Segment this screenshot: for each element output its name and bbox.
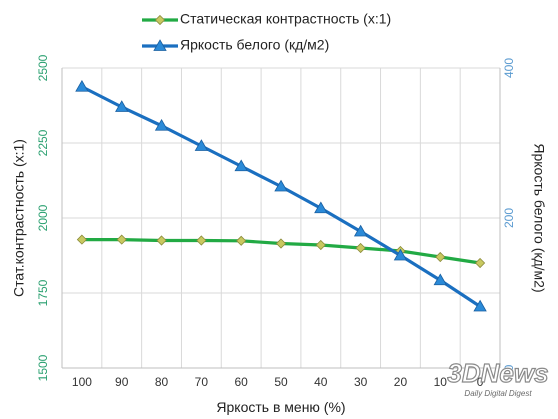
grid: [61, 67, 501, 369]
x-tick-label: 100: [72, 375, 92, 389]
x-tick-label: 30: [354, 375, 368, 389]
legend: Статическая контрастность (x:1) Яркость б…: [142, 11, 391, 53]
data-point-triangle: [194, 139, 209, 151]
data-point-triangle: [154, 118, 169, 131]
y-tick-left-label: 2500: [36, 54, 50, 81]
legend-marker-triangle: [153, 39, 167, 51]
y-tick-left-label: 1500: [36, 354, 50, 381]
x-tick-label: 60: [235, 375, 249, 389]
x-tick-label: 50: [274, 375, 288, 389]
y-tick-right-label: 200: [502, 208, 516, 228]
x-tick-label: 0: [477, 375, 484, 389]
watermark-brand: 3DNews: [447, 358, 548, 388]
legend-label: Статическая контрастность (x:1): [180, 11, 391, 27]
data-point-diamond: [275, 238, 287, 249]
legend-label: Яркость белого (кд/м2): [180, 37, 329, 53]
x-axis-title: Яркость в меню (%): [216, 399, 345, 415]
data-point-diamond: [116, 234, 127, 245]
data-point-triangle: [393, 248, 408, 261]
x-tick-label: 10: [434, 375, 448, 389]
data-point-triangle: [353, 224, 368, 237]
data-point-triangle: [433, 273, 447, 286]
data-point-diamond: [315, 239, 326, 251]
data-point-diamond: [76, 234, 87, 245]
data-point-triangle: [473, 299, 487, 312]
x-tick-label: 90: [115, 375, 129, 389]
data-point-diamond: [435, 251, 446, 263]
data-point-diamond: [236, 235, 247, 246]
data-point-diamond: [355, 242, 366, 254]
data-point-triangle: [274, 179, 288, 192]
x-tick-label: 80: [155, 375, 169, 389]
x-tick-label: 40: [314, 375, 328, 389]
series-layer: [75, 79, 487, 312]
data-point-diamond: [156, 235, 167, 246]
legend-marker-diamond: [154, 14, 166, 26]
y-tick-left-label: 2250: [36, 129, 50, 156]
y-tick-right-label: 400: [502, 58, 516, 78]
data-point-triangle: [75, 79, 89, 92]
x-tick-label: 70: [195, 375, 209, 389]
axis-titles: Яркость в меню (%) Стат.контрастность (x:…: [11, 139, 548, 415]
y-tick-right-label: 0: [502, 364, 516, 371]
y-axis-left-title: Стат.контрастность (x:1): [11, 139, 27, 297]
data-point-triangle: [314, 201, 328, 214]
data-point-triangle: [115, 100, 129, 112]
data-point-diamond: [196, 235, 207, 246]
x-tick-label: 20: [394, 375, 408, 389]
data-point-diamond: [475, 257, 486, 269]
y-tick-left-label: 2000: [36, 204, 50, 231]
data-point-triangle: [234, 159, 248, 172]
y-axis-right-title: Яркость белого (кд/м2): [531, 143, 547, 292]
watermark-tagline: Daily Digital Digest: [464, 389, 532, 398]
y-tick-left-label: 1750: [36, 279, 50, 306]
